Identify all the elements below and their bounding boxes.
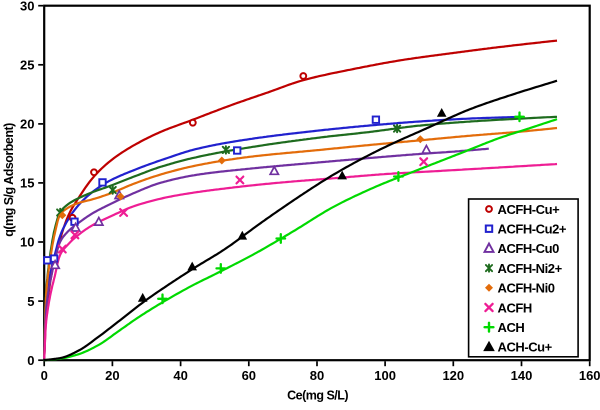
svg-text:q(mg S/g Adsorbent): q(mg S/g Adsorbent) bbox=[2, 123, 16, 237]
svg-text:ACFH-Cu+: ACFH-Cu+ bbox=[498, 202, 561, 217]
svg-text:ACH-Cu+: ACH-Cu+ bbox=[498, 340, 553, 355]
svg-text:20: 20 bbox=[105, 368, 119, 383]
svg-text:ACFH-Ni0: ACFH-Ni0 bbox=[498, 281, 555, 296]
svg-text:ACFH-Ni2+: ACFH-Ni2+ bbox=[498, 261, 563, 276]
svg-text:Ce(mg S/L): Ce(mg S/L) bbox=[287, 388, 348, 402]
svg-text:30: 30 bbox=[20, 0, 34, 13]
svg-text:ACFH: ACFH bbox=[498, 300, 532, 315]
svg-text:0: 0 bbox=[41, 368, 48, 383]
svg-text:40: 40 bbox=[173, 368, 187, 383]
svg-text:5: 5 bbox=[27, 294, 34, 309]
svg-text:160: 160 bbox=[579, 368, 600, 383]
svg-text:ACH: ACH bbox=[498, 320, 525, 335]
svg-text:0: 0 bbox=[27, 353, 34, 368]
svg-text:140: 140 bbox=[511, 368, 533, 383]
svg-text:20: 20 bbox=[20, 117, 34, 132]
svg-text:ACFH-Cu2+: ACFH-Cu2+ bbox=[498, 222, 567, 237]
svg-text:15: 15 bbox=[20, 176, 34, 191]
svg-text:60: 60 bbox=[242, 368, 256, 383]
svg-text:25: 25 bbox=[20, 58, 34, 73]
svg-text:ACFH-Cu0: ACFH-Cu0 bbox=[498, 241, 560, 256]
svg-text:80: 80 bbox=[310, 368, 324, 383]
svg-text:100: 100 bbox=[374, 368, 396, 383]
svg-text:10: 10 bbox=[20, 235, 34, 250]
svg-text:120: 120 bbox=[442, 368, 464, 383]
